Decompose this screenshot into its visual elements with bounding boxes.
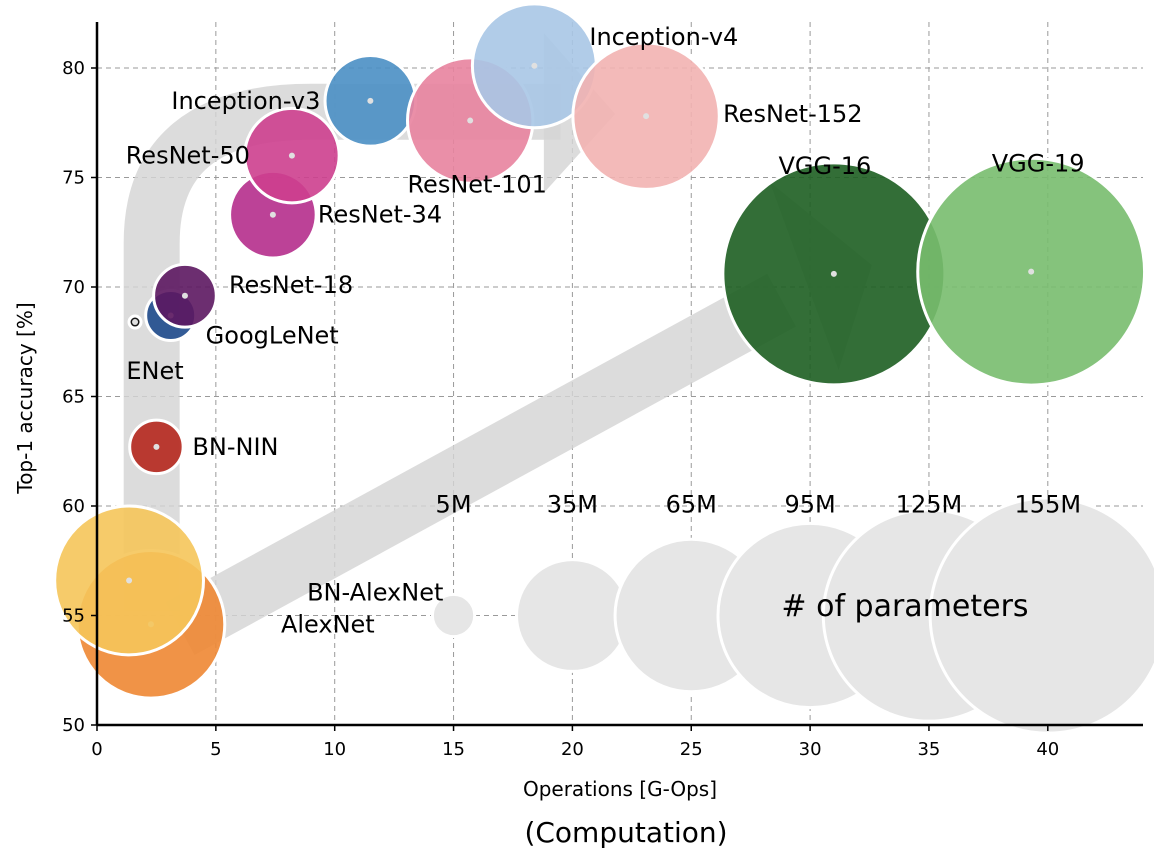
bubble-center-dot xyxy=(531,62,538,69)
y-tick-label: 65 xyxy=(62,387,85,408)
y-tick-label: 75 xyxy=(62,168,85,189)
y-tick-label: 50 xyxy=(62,715,85,736)
bubble-center-dot xyxy=(367,97,374,104)
legend-bubble-35M xyxy=(514,558,630,673)
legend-size-label: 35M xyxy=(547,491,598,519)
x-tick-label: 40 xyxy=(1036,739,1059,760)
x-axis-label: Operations [G-Ops] xyxy=(523,777,717,801)
y-tick-label: 70 xyxy=(62,277,85,298)
label-alexnet: AlexNet xyxy=(281,610,375,638)
bubble-center-dot xyxy=(153,443,160,450)
legend-bubble-5M xyxy=(430,592,477,639)
x-tick-label: 30 xyxy=(799,739,822,760)
label-bn-nin: BN-NIN xyxy=(192,433,278,461)
bubble-center-dot xyxy=(288,152,295,159)
legend-title: # of parameters xyxy=(781,589,1028,624)
y-tick-label: 60 xyxy=(62,496,85,517)
label-resnet-34: ResNet-34 xyxy=(318,201,442,229)
label-enet: ENet xyxy=(126,357,183,385)
y-tick-label: 80 xyxy=(62,58,85,79)
y-axis-label: Top-1 accuracy [%] xyxy=(13,302,37,494)
bubble-center-dot xyxy=(126,577,133,584)
bubble-center-dot xyxy=(132,319,139,326)
label-bn-alexnet: BN-AlexNet xyxy=(307,578,443,606)
chart-caption: (Computation) xyxy=(524,816,727,849)
size-legend: 5M 35M 65M 95M 125M 155M xyxy=(430,491,1154,735)
x-tick-label: 0 xyxy=(91,739,102,760)
bubble-center-dot xyxy=(181,292,188,299)
bubble-center-dot xyxy=(643,113,650,120)
legend-bubble-155M xyxy=(928,496,1154,735)
label-resnet-18: ResNet-18 xyxy=(229,271,353,299)
x-tick-label: 15 xyxy=(442,739,465,760)
y-tick-label: 55 xyxy=(62,606,85,627)
label-resnet-152: ResNet-152 xyxy=(723,100,862,128)
x-tick-label: 35 xyxy=(917,739,940,760)
label-resnet-101: ResNet-101 xyxy=(407,171,546,199)
bubble-center-dot xyxy=(830,270,837,277)
bubble-labels: AlexNet BN-AlexNet BN-NIN ENet GoogLeNet ResN… xyxy=(126,23,1085,638)
x-tick-label: 20 xyxy=(561,739,584,760)
arrow-body-lower xyxy=(165,273,796,655)
x-tick-label: 5 xyxy=(210,739,221,760)
legend-size-label: 95M xyxy=(784,491,835,519)
label-resnet-50: ResNet-50 xyxy=(126,142,250,170)
legend-size-label: 125M xyxy=(896,491,963,519)
label-vgg-16: VGG-16 xyxy=(778,152,871,180)
legend-size-label: 5M xyxy=(436,491,472,519)
label-inception-v3: Inception-v3 xyxy=(171,87,320,115)
bubble-center-dot xyxy=(467,117,474,124)
label-googlenet: GoogLeNet xyxy=(206,321,339,349)
label-vgg-19: VGG-19 xyxy=(992,150,1085,178)
tick-labels: 0 5 10 15 20 25 30 35 40 50 55 60 65 70 75 80 xyxy=(62,58,1059,760)
x-tick-label: 10 xyxy=(323,739,346,760)
legend-size-label: 65M xyxy=(666,491,717,519)
legend-size-label: 155M xyxy=(1015,491,1082,519)
label-inception-v4: Inception-v4 xyxy=(589,23,738,51)
bubbles xyxy=(53,2,1147,700)
bubble-center-dot xyxy=(1028,268,1035,275)
bubble-center-dot xyxy=(269,211,276,218)
x-tick-label: 25 xyxy=(680,739,703,760)
axes xyxy=(95,22,1143,727)
